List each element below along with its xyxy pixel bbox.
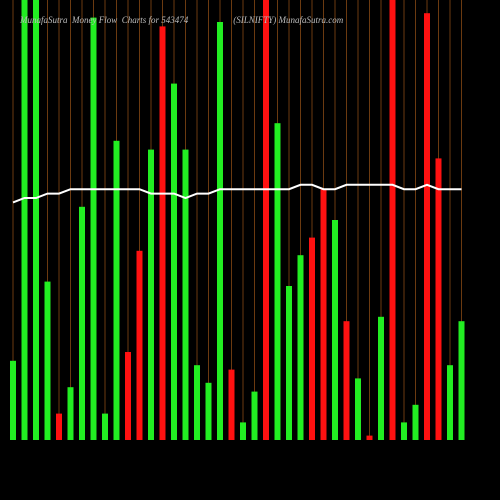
bar — [378, 316, 384, 440]
bar — [343, 321, 350, 440]
bar — [205, 382, 212, 440]
bar — [274, 123, 281, 440]
bar — [67, 387, 74, 440]
bar — [309, 237, 315, 440]
money-flow-line — [12, 183, 462, 204]
bar-group — [10, 0, 465, 441]
bar — [217, 22, 223, 440]
bar — [79, 206, 85, 440]
bar — [182, 149, 189, 440]
bar — [389, 0, 396, 440]
bar — [251, 391, 258, 440]
bar — [56, 413, 62, 440]
bar — [458, 321, 465, 440]
bar — [412, 404, 419, 440]
bar — [263, 0, 269, 440]
bar — [21, 0, 28, 440]
bar — [401, 422, 407, 440]
chart-title: MunafaSutra Money Flow Charts for 543474… — [19, 15, 344, 25]
bar — [171, 83, 177, 440]
bar — [10, 360, 16, 440]
bar — [44, 281, 51, 440]
bar — [435, 158, 442, 440]
bar — [90, 17, 97, 440]
bar — [102, 413, 108, 440]
bar — [113, 140, 120, 441]
bar — [228, 369, 235, 440]
bar — [194, 365, 200, 440]
bar — [148, 149, 154, 440]
bar — [286, 286, 292, 440]
bar — [447, 365, 453, 440]
bar — [424, 13, 430, 440]
bar — [355, 378, 361, 440]
bar — [366, 435, 373, 440]
bar — [332, 220, 338, 440]
bar — [240, 422, 246, 440]
bar — [297, 255, 304, 440]
bar — [136, 250, 143, 440]
bar — [33, 0, 39, 440]
line-group — [12, 183, 462, 204]
bar — [320, 189, 327, 440]
bar — [159, 26, 166, 441]
bar — [125, 352, 131, 440]
